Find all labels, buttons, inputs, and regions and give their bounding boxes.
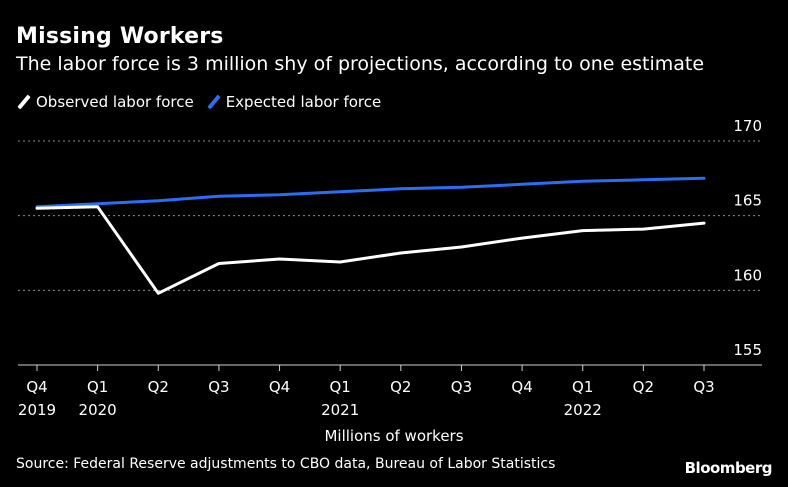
y-tick-label: 165 — [733, 192, 762, 210]
x-tick-label-quarter: Q1 — [330, 378, 351, 396]
x-tick-label-quarter: Q4 — [511, 378, 532, 396]
x-tick-label-quarter: Q3 — [451, 378, 472, 396]
legend-label-expected: Expected labor force — [225, 93, 382, 111]
series-line-observed — [35, 205, 706, 295]
x-tick-label-quarter: Q1 — [572, 378, 593, 396]
x-tick-label-quarter: Q4 — [26, 378, 47, 396]
x-tick-label-quarter: Q3 — [693, 378, 714, 396]
x-tick-label-quarter: Q2 — [148, 378, 169, 396]
x-tick-label-quarter: Q2 — [390, 378, 411, 396]
x-tick-label-quarter: Q2 — [633, 378, 654, 396]
legend: Observed labor force Expected labor forc… — [16, 93, 393, 111]
series-line-expected — [35, 176, 706, 209]
chart-title: Missing Workers — [16, 24, 224, 49]
x-tick-label-quarter: Q4 — [269, 378, 290, 396]
chart-subtitle: The labor force is 3 million shy of proj… — [16, 53, 705, 75]
source-note: Source: Federal Reserve adjustments to C… — [16, 456, 556, 472]
x-tick-label-year: 2019 — [18, 401, 56, 419]
x-tick-label-year: 2021 — [321, 401, 359, 419]
y-tick-label: 170 — [733, 117, 762, 135]
x-tick-label-quarter: Q1 — [87, 378, 108, 396]
legend-item-expected: Expected labor force — [206, 93, 382, 111]
bloomberg-logo: Bloomberg — [684, 459, 773, 477]
x-tick-label-year: 2020 — [79, 401, 117, 419]
legend-item-observed: Observed labor force — [16, 93, 194, 111]
legend-label-observed: Observed labor force — [36, 93, 194, 111]
x-axis-title: Millions of workers — [324, 427, 464, 445]
y-tick-label: 155 — [733, 341, 762, 359]
x-tick-label-quarter: Q3 — [208, 378, 229, 396]
x-tick-label-year: 2022 — [564, 401, 602, 419]
y-tick-label: 160 — [733, 266, 762, 284]
